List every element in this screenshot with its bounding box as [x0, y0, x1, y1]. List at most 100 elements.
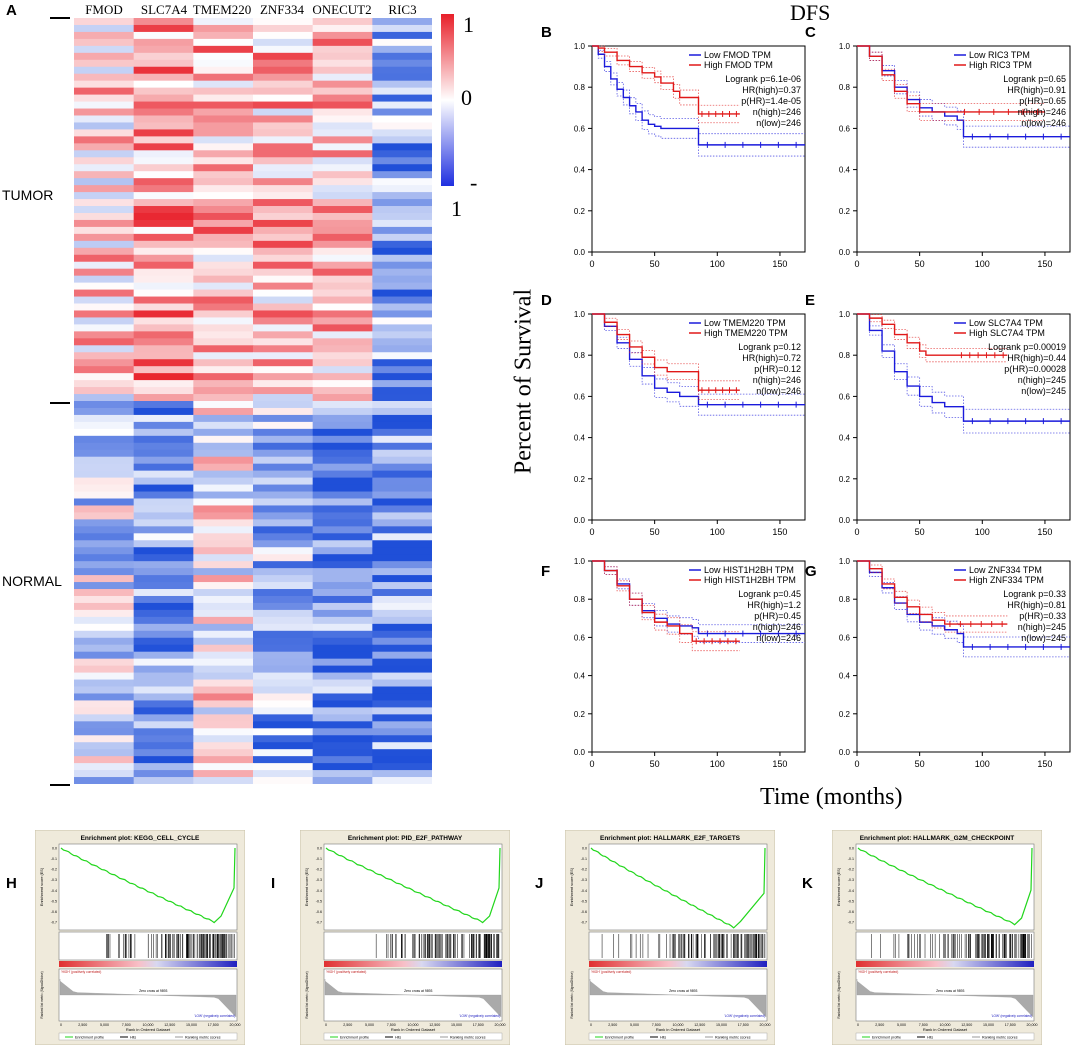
heatmap-cell [193, 700, 254, 708]
x-tick-label: 0 [589, 527, 594, 537]
heatmap-cell [133, 533, 194, 541]
heatmap-cell [372, 373, 432, 381]
heatmap-cell [133, 373, 194, 381]
heatmap-cell [253, 707, 314, 715]
heatmap-cell [253, 226, 314, 235]
heatmap-cell [74, 505, 135, 513]
heatmap-cell [133, 66, 194, 75]
heatmap-cell [74, 338, 135, 346]
heatmap-cell [312, 366, 373, 374]
heatmap-cell [312, 317, 373, 325]
heatmap-cell [74, 275, 135, 284]
legend-label: Low SLC7A4 TPM [969, 318, 1043, 328]
heatmap-cell [372, 101, 432, 110]
stat-text: HR(high)=0.44 [1007, 353, 1066, 363]
heatmap-cell [253, 589, 314, 597]
heatmap-cell [372, 261, 432, 270]
heatmap-cell [74, 136, 135, 144]
legend-box [687, 564, 803, 586]
heatmap-cell [372, 470, 432, 479]
heatmap-cell [74, 421, 135, 430]
heatmap-cell [133, 484, 194, 493]
heatmap-cell [193, 540, 254, 548]
heatmap-cell [372, 387, 432, 395]
heatmap-cell [253, 331, 314, 339]
heatmap-cell [312, 122, 373, 130]
heatmap-cell [193, 623, 254, 632]
km-curve-high [857, 560, 1008, 625]
heatmap-cell [133, 331, 194, 339]
x-tick-label: 0 [589, 259, 594, 269]
heatmap-cell [193, 359, 254, 367]
gsea-legend-label: Hits [927, 1035, 933, 1039]
km-curve-low [857, 313, 1070, 422]
heatmap-cell [133, 317, 194, 325]
heatmap-cell [193, 519, 254, 527]
heatmap-cell [193, 561, 254, 569]
heatmap-cell [193, 582, 254, 590]
y-tick-label: 0.4 [574, 166, 586, 175]
rank-x-tick-label: 7,500 [122, 1023, 131, 1027]
rank-x-tick-label: 10,000 [408, 1023, 419, 1027]
heatmap-cell [372, 38, 432, 47]
es-y-tick-label: -0.1 [848, 857, 854, 861]
heatmap-cell [253, 199, 314, 207]
heatmap-cell [372, 296, 432, 305]
rank-y-axis-label: Ranked list metric (Signal2Noise) [570, 971, 574, 1018]
gene-header-onecut2: ONECUT2 [312, 2, 372, 17]
heatmap-cell [312, 80, 373, 89]
heatmap-cell [312, 575, 373, 583]
stat-text: p(HR)=0.33 [1019, 611, 1066, 621]
heatmap-cell [193, 484, 254, 493]
heatmap-cell [74, 282, 135, 291]
heatmap-cell [133, 616, 194, 625]
heatmap-cell [133, 756, 194, 764]
heatmap-cell [193, 52, 254, 61]
es-plot-area [58, 843, 238, 931]
x-tick-label: 50 [650, 259, 660, 269]
heatmap-cell [253, 714, 314, 722]
heatmap-cell [74, 59, 135, 68]
stat-text: n(low)=246 [1021, 118, 1066, 128]
km-confidence-band [592, 45, 740, 106]
heatmap-cell [133, 359, 194, 367]
heatmap-cell [312, 226, 373, 235]
rank-x-tick-label: 17,500 [1005, 1023, 1016, 1027]
legend-box [687, 49, 803, 71]
heatmap-cell [253, 602, 314, 611]
heatmap-cell [133, 547, 194, 555]
heatmap-cell [133, 749, 194, 757]
y-tick-label: 0.4 [574, 672, 586, 681]
x-tick-label: 50 [915, 759, 925, 769]
es-y-tick-label: -0.7 [51, 921, 57, 925]
heatmap-cell [372, 644, 432, 653]
heatmap-cell [312, 206, 373, 214]
rank-y-axis-label: Ranked list metric (Signal2Noise) [40, 971, 44, 1018]
heatmap-cell [253, 582, 314, 590]
heatmap-cell [253, 456, 314, 465]
km-curve-high [592, 560, 740, 642]
heatmap-cell [133, 686, 194, 694]
heatmap-cell [253, 498, 314, 506]
heatmap-cell [312, 59, 373, 68]
heatmap-cell [74, 721, 135, 729]
y-tick-label: 0.4 [839, 166, 851, 175]
heatmap-cell [372, 206, 432, 214]
heatmap-cell [74, 185, 135, 193]
heatmap-cell [253, 352, 314, 360]
heatmap-cell [253, 18, 314, 26]
heatmap-cell [74, 428, 135, 437]
heatmap-cell [133, 164, 194, 172]
gsea-legend-box [58, 1032, 238, 1041]
heatmap-cell [312, 310, 373, 318]
rank-x-tick-label: 0 [325, 1023, 327, 1027]
heatmap-cell [312, 331, 373, 339]
normal-bracket-bottom [50, 784, 70, 786]
heatmap-cell [372, 602, 432, 611]
heatmap-cell [74, 707, 135, 715]
heatmap-cell [74, 401, 135, 409]
y-tick-label: 0.0 [839, 748, 851, 757]
heatmap-cell [312, 456, 373, 465]
y-tick-label: 0.6 [574, 124, 586, 133]
heatmap-cell [74, 533, 135, 541]
